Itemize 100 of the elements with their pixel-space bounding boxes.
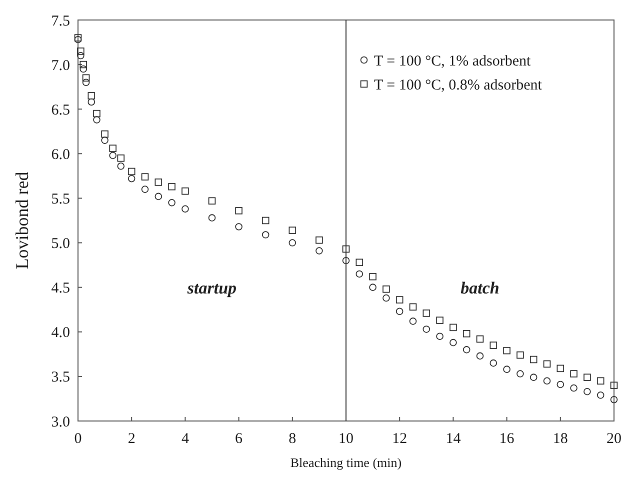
point xyxy=(141,173,149,180)
point xyxy=(80,65,88,73)
y-tick-label: 3.0 xyxy=(51,414,70,430)
point xyxy=(109,152,116,160)
point xyxy=(74,36,82,44)
y-tick-label: 6.5 xyxy=(51,102,70,118)
point xyxy=(450,338,457,346)
point xyxy=(342,245,350,253)
y-tick-label: 5.0 xyxy=(51,236,70,252)
point xyxy=(208,197,216,205)
point xyxy=(382,294,390,302)
annotation: startup xyxy=(186,278,237,298)
point xyxy=(356,270,364,278)
point xyxy=(101,130,108,138)
point xyxy=(369,284,376,291)
x-tick-label: 10 xyxy=(338,431,354,447)
point xyxy=(109,144,116,152)
point xyxy=(516,351,524,359)
point xyxy=(74,34,82,42)
y-axis-title: Lovibond red xyxy=(12,172,32,270)
point xyxy=(88,92,96,100)
point xyxy=(382,285,390,293)
point xyxy=(530,356,538,364)
point xyxy=(596,377,604,385)
point xyxy=(462,346,470,354)
point xyxy=(503,346,510,354)
point xyxy=(409,318,417,325)
x-tick-label: 18 xyxy=(552,431,568,447)
point xyxy=(316,236,323,244)
point xyxy=(436,332,444,340)
y-tick-label: 6.0 xyxy=(51,146,70,163)
point xyxy=(422,326,430,333)
point xyxy=(168,199,176,206)
point xyxy=(80,60,88,68)
point xyxy=(503,366,510,373)
point xyxy=(235,223,242,230)
x-tick-label: 16 xyxy=(499,431,515,447)
y-tick-label: 7.5 xyxy=(51,13,70,30)
point xyxy=(584,388,591,396)
point xyxy=(570,370,578,378)
point xyxy=(128,168,136,176)
point xyxy=(208,214,216,222)
point xyxy=(436,316,444,324)
y-tick-label: 4.5 xyxy=(51,280,70,297)
point xyxy=(182,187,189,195)
point xyxy=(369,272,376,280)
point xyxy=(396,296,404,304)
x-tick-label: 2 xyxy=(128,431,136,447)
point xyxy=(530,374,538,381)
point xyxy=(596,392,604,399)
point xyxy=(476,335,484,343)
point xyxy=(154,178,162,186)
y-tick-label: 3.5 xyxy=(51,370,70,386)
point xyxy=(93,116,100,124)
annotation: batch xyxy=(460,278,500,298)
point xyxy=(490,359,498,367)
x-tick-label: 14 xyxy=(446,431,462,447)
point xyxy=(396,308,404,316)
point xyxy=(117,162,125,170)
point xyxy=(356,258,364,266)
point xyxy=(262,231,270,238)
point xyxy=(462,330,470,338)
y-tick-label: 7.0 xyxy=(51,58,70,74)
legend-label: T = 100 °C, 1% adsorbent xyxy=(374,53,532,70)
x-tick-label: 12 xyxy=(392,431,408,447)
point xyxy=(93,110,100,118)
x-axis-title: Bleaching time (min) xyxy=(290,455,402,470)
y-tick-label: 4.0 xyxy=(51,325,70,342)
point xyxy=(141,186,149,193)
point xyxy=(342,256,350,264)
legend-label: T = 100 °C, 0.8% adsorbent xyxy=(374,77,543,94)
point xyxy=(584,374,591,381)
point xyxy=(82,78,90,86)
x-tick-label: 8 xyxy=(288,431,296,447)
point xyxy=(88,98,96,106)
point xyxy=(288,239,296,246)
point xyxy=(543,360,551,368)
point xyxy=(570,384,578,392)
point xyxy=(262,216,270,224)
point xyxy=(610,396,618,404)
point xyxy=(556,380,564,388)
point xyxy=(128,174,136,182)
y-tick-label: 5.5 xyxy=(51,191,70,208)
point xyxy=(610,382,618,390)
x-tick-label: 4 xyxy=(181,431,190,447)
point xyxy=(409,303,417,311)
point xyxy=(490,342,498,349)
point xyxy=(516,370,524,378)
point xyxy=(154,192,162,200)
point xyxy=(168,182,176,190)
point xyxy=(117,154,125,162)
point xyxy=(235,207,242,214)
point xyxy=(77,48,84,55)
point xyxy=(422,310,430,317)
x-tick-label: 0 xyxy=(74,431,82,447)
point xyxy=(82,74,90,82)
x-tick-label: 6 xyxy=(235,431,244,447)
point xyxy=(450,324,457,332)
point xyxy=(182,205,189,213)
x-tick-label: 20 xyxy=(606,431,622,447)
